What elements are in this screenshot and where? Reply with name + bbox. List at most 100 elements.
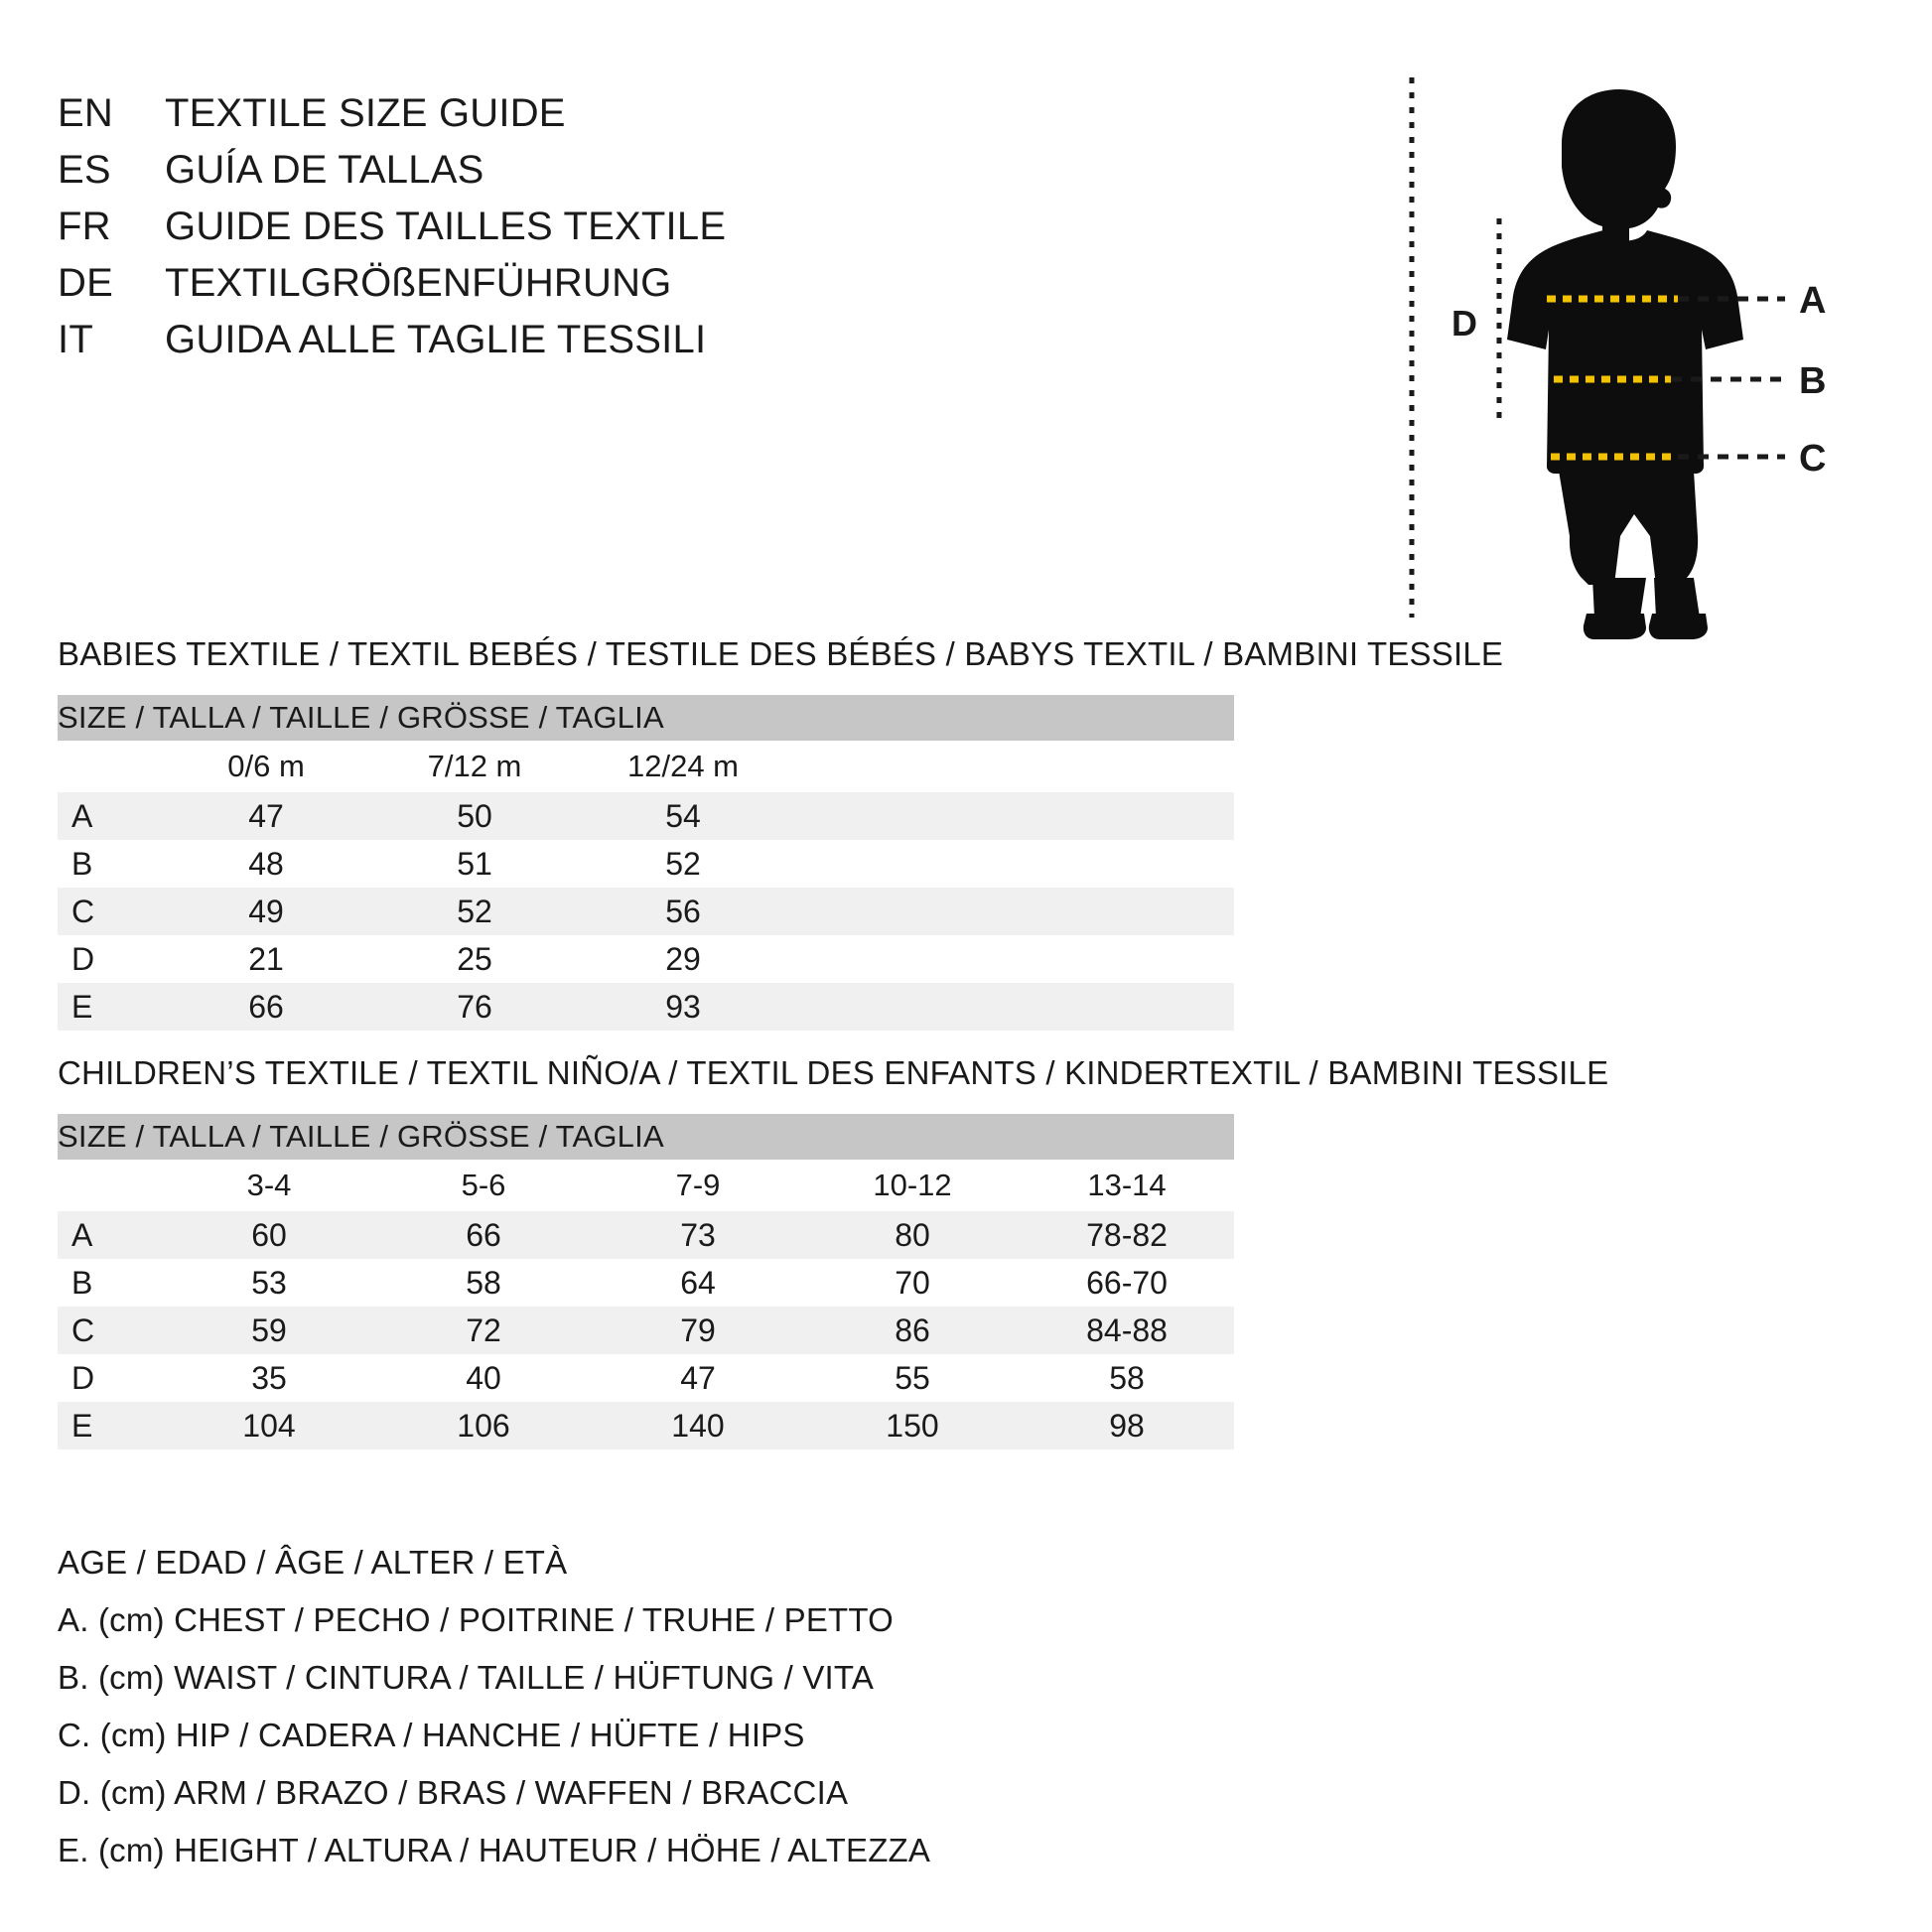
children-column-header-4: 13-14 bbox=[1020, 1160, 1235, 1211]
children-cell-d-3: 55 bbox=[805, 1354, 1020, 1402]
babies-row-label-c: C bbox=[58, 888, 162, 935]
children-cell-b-0: 53 bbox=[162, 1259, 376, 1307]
babies-cell-e-2: 93 bbox=[579, 983, 787, 1031]
babies-cell-b-1: 51 bbox=[370, 840, 579, 888]
babies-column-header-fill bbox=[787, 741, 1235, 792]
language-title-fr: GUIDE DES TAILLES TEXTILE bbox=[165, 205, 727, 248]
language-title-en: TEXTILE SIZE GUIDE bbox=[165, 91, 566, 135]
table-row: B 53 58 64 70 66-70 bbox=[58, 1259, 1235, 1307]
label-b: B bbox=[1799, 360, 1826, 402]
babies-size-table: SIZE / TALLA / TAILLE / GRÖSSE / TAGLIA … bbox=[58, 695, 1235, 1031]
legend-line-e-height: E. (cm) HEIGHT / ALTURA / HAUTEUR / HÖHE… bbox=[58, 1832, 931, 1868]
language-row-de: DE TEXTILGRÖßENFÜHRUNG bbox=[58, 261, 1050, 318]
children-cell-b-2: 64 bbox=[591, 1259, 805, 1307]
babies-cell-a-1: 50 bbox=[370, 792, 579, 840]
children-row-label-d: D bbox=[58, 1354, 162, 1402]
babies-cell-d-2: 29 bbox=[579, 935, 787, 983]
babies-column-header-0: 0/6 m bbox=[162, 741, 370, 792]
language-title-it: GUIDA ALLE TAGLIE TESSILI bbox=[165, 318, 707, 361]
babies-cell-e-1: 76 bbox=[370, 983, 579, 1031]
children-column-header-2: 7-9 bbox=[591, 1160, 805, 1211]
babies-row-label-e: E bbox=[58, 983, 162, 1031]
babies-cell-c-0: 49 bbox=[162, 888, 370, 935]
babies-cell-b-0: 48 bbox=[162, 840, 370, 888]
children-row-label-c: C bbox=[58, 1307, 162, 1354]
children-cell-e-0: 104 bbox=[162, 1402, 376, 1449]
label-a: A bbox=[1799, 280, 1826, 322]
legend-line-age: AGE / EDAD / ÂGE / ALTER / ETÀ bbox=[58, 1544, 568, 1581]
table-row: A 60 66 73 80 78-82 bbox=[58, 1211, 1235, 1259]
children-cell-a-1: 66 bbox=[376, 1211, 591, 1259]
legend-line-a-chest: A. (cm) CHEST / PECHO / POITRINE / TRUHE… bbox=[58, 1601, 895, 1638]
legend-line-c-hip: C. (cm) HIP / CADERA / HANCHE / HÜFTE / … bbox=[58, 1717, 805, 1753]
babies-cell-a-0: 47 bbox=[162, 792, 370, 840]
legend-line-b-waist: B. (cm) WAIST / CINTURA / TAILLE / HÜFTU… bbox=[58, 1659, 875, 1696]
babies-cell-e-fill bbox=[787, 983, 1235, 1031]
babies-row-label-b: B bbox=[58, 840, 162, 888]
children-cell-c-3: 86 bbox=[805, 1307, 1020, 1354]
language-code-it: IT bbox=[58, 318, 93, 361]
language-code-en: EN bbox=[58, 91, 113, 135]
babies-cell-d-1: 25 bbox=[370, 935, 579, 983]
language-code-de: DE bbox=[58, 261, 113, 305]
babies-cell-a-fill bbox=[787, 792, 1235, 840]
measurement-legend: AGE / EDAD / ÂGE / ALTER / ETÀ A. (cm) C… bbox=[58, 1534, 1249, 1879]
children-table-band-row: SIZE / TALLA / TAILLE / GRÖSSE / TAGLIA bbox=[58, 1114, 1235, 1160]
children-textile-section: CHILDREN’S TEXTILE / TEXTIL NIÑO/A / TEX… bbox=[58, 1054, 1609, 1449]
babies-cell-b-2: 52 bbox=[579, 840, 787, 888]
babies-row-label-d: D bbox=[58, 935, 162, 983]
children-cell-d-2: 47 bbox=[591, 1354, 805, 1402]
children-cell-c-4: 84-88 bbox=[1020, 1307, 1235, 1354]
children-cell-c-2: 79 bbox=[591, 1307, 805, 1354]
label-d: D bbox=[1451, 303, 1477, 344]
children-cell-c-1: 72 bbox=[376, 1307, 591, 1354]
children-row-label-a: A bbox=[58, 1211, 162, 1259]
language-row-fr: FR GUIDE DES TAILLES TEXTILE bbox=[58, 205, 1050, 261]
children-cell-a-0: 60 bbox=[162, 1211, 376, 1259]
children-cell-a-4: 78-82 bbox=[1020, 1211, 1235, 1259]
children-corner-cell bbox=[58, 1160, 162, 1211]
children-column-header-3: 10-12 bbox=[805, 1160, 1020, 1211]
child-silhouette bbox=[1507, 89, 1743, 639]
table-row: E 66 76 93 bbox=[58, 983, 1235, 1031]
babies-cell-e-0: 66 bbox=[162, 983, 370, 1031]
table-row: C 59 72 79 86 84-88 bbox=[58, 1307, 1235, 1354]
babies-cell-d-fill bbox=[787, 935, 1235, 983]
children-cell-d-0: 35 bbox=[162, 1354, 376, 1402]
language-title-es: GUÍA DE TALLAS bbox=[165, 148, 484, 192]
language-title-de: TEXTILGRÖßENFÜHRUNG bbox=[165, 261, 672, 305]
table-row: D 21 25 29 bbox=[58, 935, 1235, 983]
language-row-es: ES GUÍA DE TALLAS bbox=[58, 148, 1050, 205]
babies-row-label-a: A bbox=[58, 792, 162, 840]
table-row: A 47 50 54 bbox=[58, 792, 1235, 840]
table-row: B 48 51 52 bbox=[58, 840, 1235, 888]
babies-cell-b-fill bbox=[787, 840, 1235, 888]
children-band-label: SIZE / TALLA / TAILLE / GRÖSSE / TAGLIA bbox=[58, 1114, 1235, 1160]
label-c: C bbox=[1799, 438, 1826, 480]
children-cell-e-1: 106 bbox=[376, 1402, 591, 1449]
children-cell-d-4: 58 bbox=[1020, 1354, 1235, 1402]
children-cell-b-1: 58 bbox=[376, 1259, 591, 1307]
table-row: D 35 40 47 55 58 bbox=[58, 1354, 1235, 1402]
language-code-es: ES bbox=[58, 148, 111, 192]
babies-table-band-row: SIZE / TALLA / TAILLE / GRÖSSE / TAGLIA bbox=[58, 695, 1235, 741]
babies-section-title: BABIES TEXTILE / TEXTIL BEBÉS / TESTILE … bbox=[58, 635, 1504, 672]
children-column-header-0: 3-4 bbox=[162, 1160, 376, 1211]
children-row-label-e: E bbox=[58, 1402, 162, 1449]
language-row-en: EN TEXTILE SIZE GUIDE bbox=[58, 91, 1050, 148]
children-cell-e-4: 98 bbox=[1020, 1402, 1235, 1449]
children-row-label-b: B bbox=[58, 1259, 162, 1307]
language-row-it: IT GUIDA ALLE TAGLIE TESSILI bbox=[58, 318, 1050, 374]
table-row: E 104 106 140 150 98 bbox=[58, 1402, 1235, 1449]
babies-band-label: SIZE / TALLA / TAILLE / GRÖSSE / TAGLIA bbox=[58, 695, 1235, 741]
children-column-header-row: 3-4 5-6 7-9 10-12 13-14 bbox=[58, 1160, 1235, 1211]
babies-textile-section: BABIES TEXTILE / TEXTIL BEBÉS / TESTILE … bbox=[58, 635, 1547, 1031]
children-section-title: CHILDREN’S TEXTILE / TEXTIL NIÑO/A / TEX… bbox=[58, 1054, 1609, 1091]
babies-cell-a-2: 54 bbox=[579, 792, 787, 840]
children-size-table: SIZE / TALLA / TAILLE / GRÖSSE / TAGLIA … bbox=[58, 1114, 1235, 1449]
language-title-block: EN TEXTILE SIZE GUIDE ES GUÍA DE TALLAS … bbox=[58, 91, 1050, 374]
babies-cell-c-1: 52 bbox=[370, 888, 579, 935]
legend-line-d-arm: D. (cm) ARM / BRAZO / BRAS / WAFFEN / BR… bbox=[58, 1774, 849, 1811]
children-cell-e-3: 150 bbox=[805, 1402, 1020, 1449]
babies-column-header-row: 0/6 m 7/12 m 12/24 m bbox=[58, 741, 1235, 792]
